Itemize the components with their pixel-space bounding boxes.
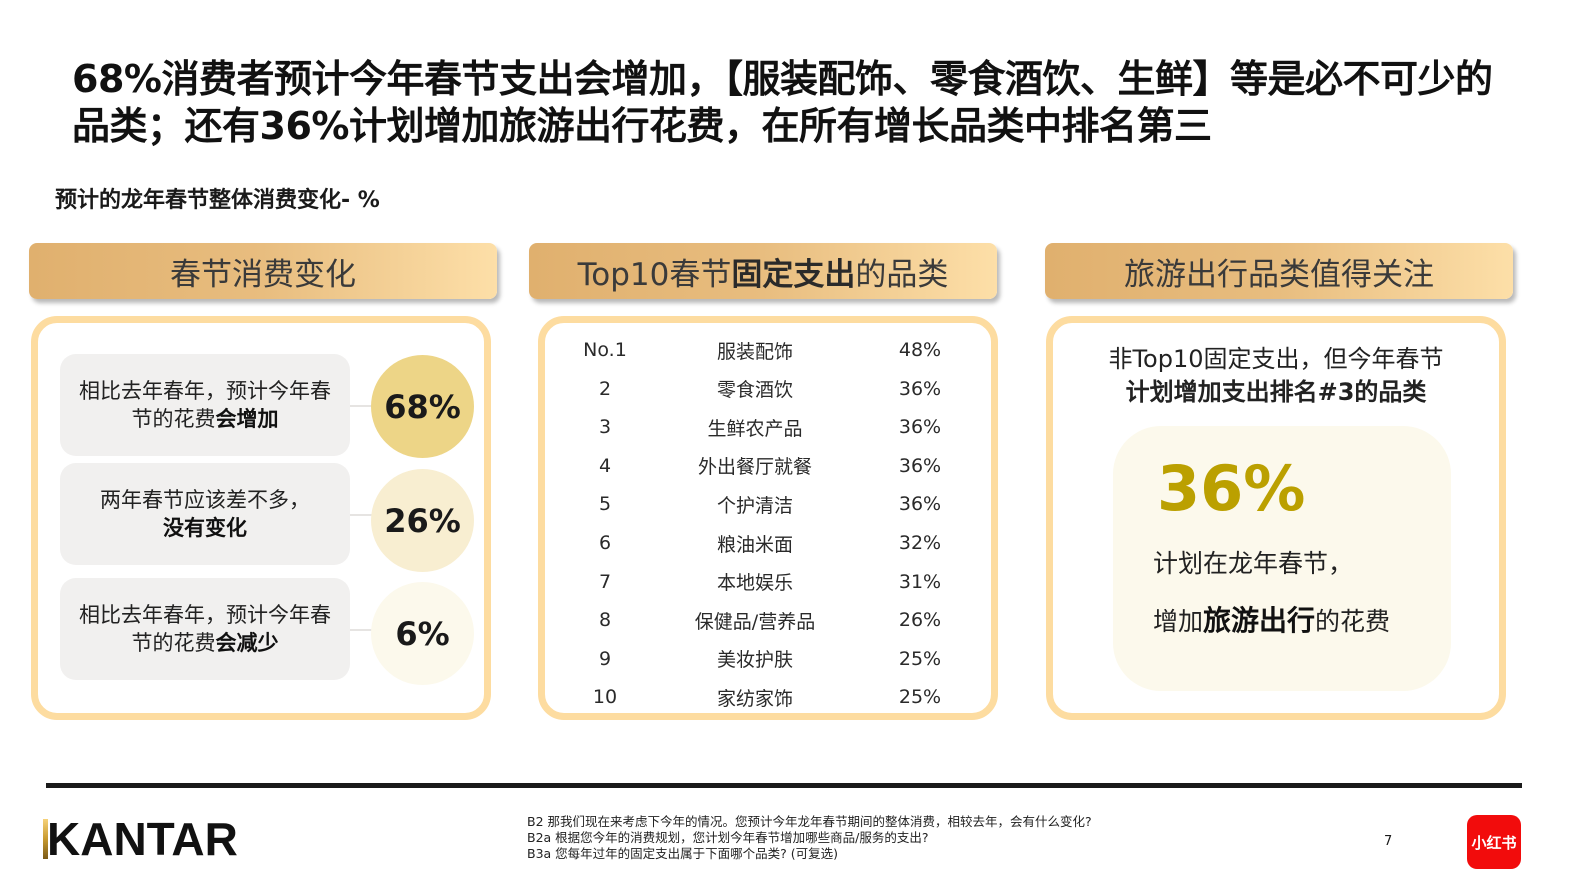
- rank-cell: 8: [598, 609, 612, 632]
- panel-header-label-emphasis: 固定支出: [731, 256, 856, 293]
- value-text: 26%: [384, 501, 461, 540]
- percent-cell: 36%: [898, 416, 942, 439]
- table-row: 5 个护清洁 36%: [545, 485, 991, 523]
- travel-intro-line2: 计划增加支出排名#3的品类: [1125, 378, 1427, 406]
- xiaohongshu-logo-icon: 小红书: [1467, 815, 1521, 869]
- value-text: 6%: [395, 614, 450, 653]
- category-cell: 本地娱乐: [716, 572, 793, 595]
- table-row: 4 外出餐厅就餐 36%: [545, 447, 991, 485]
- footer-divider: [46, 783, 1522, 788]
- kantar-logo: KANTAR: [43, 816, 238, 862]
- row-label-increase: 相比去年春年，预计今年春节的花费会增加: [60, 354, 350, 456]
- percent-cell: 25%: [898, 686, 942, 709]
- travel-intro: 非Top10固定支出，但今年春节 计划增加支出排名#3的品类: [1053, 343, 1499, 409]
- chart-subheading: 预计的龙年春节整体消费变化- %: [55, 188, 380, 213]
- table-row: 8 保健品/营养品 26%: [545, 601, 991, 639]
- panel-top10-categories: No.1 服装配饰 48% 2 零食酒饮 36% 3 生鲜农产品 36% 4 外…: [538, 316, 998, 720]
- kantar-logo-gold-bar-icon: [43, 819, 48, 859]
- travel-desc-suffix: 的花费: [1315, 607, 1391, 636]
- rank-cell: 2: [598, 377, 612, 400]
- row-label-text: 两年春节应该差不多，: [100, 488, 310, 512]
- category-cell: 美妆护肤: [716, 649, 793, 672]
- travel-highlight-card: 36% 计划在龙年春节， 增加旅游出行的花费: [1113, 426, 1451, 691]
- rank-cell: 6: [598, 532, 612, 554]
- percent-cell: 32%: [898, 532, 942, 554]
- travel-desc-emphasis: 旅游出行: [1203, 604, 1316, 637]
- panel-travel-focus: 非Top10固定支出，但今年春节 计划增加支出排名#3的品类 36% 计划在龙年…: [1046, 316, 1506, 720]
- row-label-decrease: 相比去年春年，预计今年春节的花费会减少: [60, 578, 350, 680]
- value-text: 68%: [384, 387, 461, 426]
- panel-header-top10: Top10春节 固定支出 的品类: [529, 243, 997, 299]
- table-row: 3 生鲜农产品 36%: [545, 408, 991, 446]
- panel-header-label-part1: Top10春节: [577, 256, 732, 293]
- percent-cell: 36%: [898, 377, 942, 400]
- travel-desc-line1: 计划在龙年春节，: [1153, 549, 1354, 578]
- kantar-logo-text: KANTAR: [47, 813, 238, 865]
- panel-header-label: 旅游出行品类值得关注: [1124, 256, 1434, 293]
- connector-line: [350, 514, 372, 516]
- panel-header-label-part2: 的品类: [855, 256, 949, 293]
- travel-highlight-value: 36%: [1157, 452, 1306, 525]
- rank-cell: 7: [598, 570, 612, 593]
- value-circle-increase: 68%: [371, 355, 474, 458]
- category-cell: 服装配饰: [716, 340, 793, 363]
- category-cell: 外出餐厅就餐: [697, 456, 812, 479]
- row-label-text: 相比去年春年，预计今年春节的花费: [79, 603, 331, 655]
- percent-cell: 31%: [898, 570, 942, 593]
- footnote-b2a: B2a 根据您今年的消费规划，您计划今年春节增加哪些商品/服务的支出?: [527, 830, 929, 845]
- travel-desc-line2: 增加旅游出行的花费: [1153, 599, 1390, 639]
- percent-cell: 26%: [898, 609, 942, 632]
- connector-line: [350, 629, 372, 631]
- category-cell: 生鲜农产品: [707, 417, 803, 440]
- row-label-text: 相比去年春年，预计今年春节的花费: [79, 379, 331, 431]
- travel-intro-line1: 非Top10固定支出，但今年春节: [1108, 345, 1444, 373]
- rank-cell: 3: [598, 416, 612, 439]
- rank-cell: No.1: [583, 339, 627, 361]
- category-cell: 保健品/营养品: [694, 610, 816, 633]
- table-row: 9 美妆护肤 25%: [545, 640, 991, 678]
- top10-table: No.1 服装配饰 48% 2 零食酒饮 36% 3 生鲜农产品 36% 4 外…: [545, 331, 991, 721]
- panel-header-travel: 旅游出行品类值得关注: [1045, 243, 1513, 299]
- percent-cell: 48%: [898, 339, 942, 361]
- page-number: 7: [1384, 834, 1393, 849]
- rank-cell: 10: [592, 686, 618, 709]
- table-row: 2 零食酒饮 36%: [545, 370, 991, 408]
- percent-cell: 25%: [898, 647, 942, 670]
- category-cell: 零食酒饮: [716, 379, 793, 402]
- table-row: 10 家纺家饰 25%: [545, 678, 991, 716]
- category-cell: 粮油米面: [716, 533, 793, 556]
- rank-cell: 4: [598, 454, 612, 477]
- connector-line: [350, 405, 372, 407]
- category-cell: 家纺家饰: [716, 687, 793, 710]
- xiaohongshu-logo-text: 小红书: [1471, 833, 1517, 852]
- row-label-emphasis: 会增加: [215, 407, 279, 431]
- value-circle-decrease: 6%: [371, 582, 474, 685]
- table-row: 6 粮油米面 32%: [545, 524, 991, 562]
- panel-header-spending-change: 春节消费变化: [29, 243, 497, 299]
- panel-header-label: 春节消费变化: [170, 256, 356, 293]
- value-circle-no-change: 26%: [371, 469, 474, 572]
- row-label-emphasis: 没有变化: [163, 516, 247, 540]
- category-cell: 个护清洁: [716, 494, 793, 517]
- table-row: No.1 服装配饰 48%: [545, 331, 991, 369]
- travel-desc-prefix: 增加: [1153, 607, 1204, 636]
- row-label-no-change: 两年春节应该差不多， 没有变化: [60, 463, 350, 565]
- row-label-emphasis: 会减少: [215, 631, 279, 655]
- percent-cell: 36%: [898, 454, 942, 477]
- footnote-b2: B2 那我们现在来考虑下今年的情况。您预计今年龙年春节期间的整体消费，相较去年，…: [527, 814, 1092, 829]
- footnote-b3a: B3a 您每年过年的固定支出属于下面哪个品类? (可复选): [527, 846, 839, 861]
- panel-spending-change: 相比去年春年，预计今年春节的花费会增加 68% 两年春节应该差不多， 没有变化 2…: [31, 316, 491, 720]
- percent-cell: 36%: [898, 493, 942, 516]
- slide-headline: 68%消费者预计今年春节支出会增加，【服装配饰、零食酒饮、生鲜】等是必不可少的品…: [72, 57, 1493, 148]
- rank-cell: 5: [598, 493, 612, 516]
- table-row: 7 本地娱乐 31%: [545, 563, 991, 601]
- rank-cell: 9: [598, 647, 612, 670]
- survey-footnotes: B2 那我们现在来考虑下今年的情况。您预计今年龙年春节期间的整体消费，相较去年，…: [527, 814, 1092, 862]
